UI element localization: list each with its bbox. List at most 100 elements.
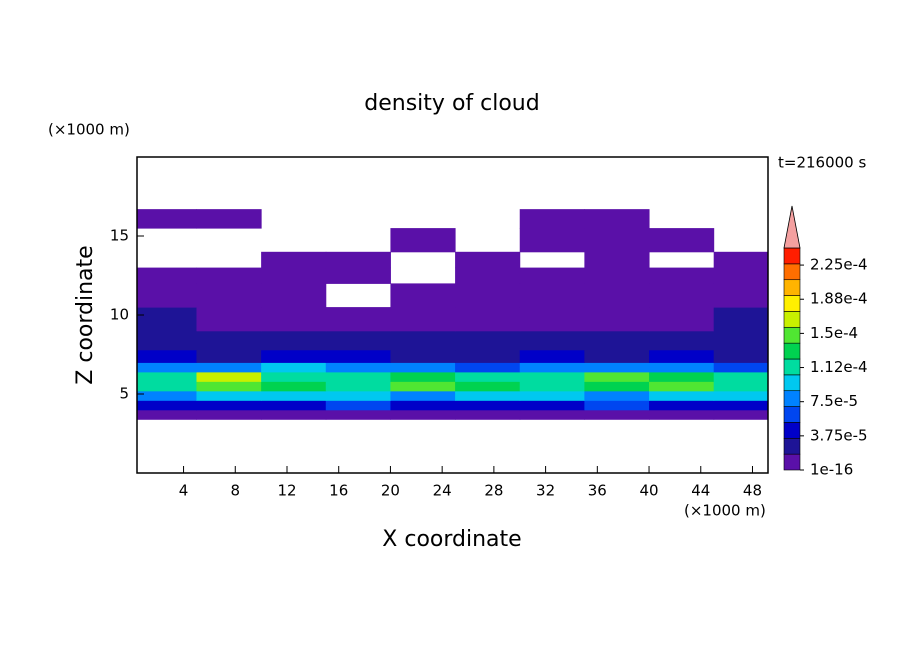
field-cell: [137, 307, 197, 332]
field-cell: [713, 381, 769, 392]
x-tick-label: 32: [536, 482, 555, 500]
y-tick-label: 5: [119, 385, 129, 403]
field-cell: [325, 400, 391, 411]
field-cell: [261, 371, 327, 382]
field-cell: [390, 330, 456, 351]
field-cell: [713, 283, 769, 308]
field-cell: [519, 390, 585, 401]
field-cell: [455, 390, 521, 401]
x-tick-label: 4: [179, 482, 189, 500]
field-cell: [519, 283, 585, 308]
field-cell: [137, 349, 197, 363]
colorbar-segment: [783, 342, 801, 360]
field-cell: [584, 307, 650, 332]
colorbar-label: 1e-16: [810, 461, 853, 479]
field-cell: [519, 267, 585, 284]
x-unit: (×1000 m): [684, 502, 766, 520]
field-cell: [649, 349, 715, 363]
colorbar-segment: [783, 453, 801, 471]
x-tick-label: 24: [433, 482, 452, 500]
field-cell: [196, 267, 262, 284]
field-cell: [584, 283, 650, 308]
field-cell: [196, 349, 262, 363]
field-cell: [261, 283, 327, 308]
field-cell: [137, 409, 197, 420]
field-cell: [455, 371, 521, 382]
field-cell: [390, 390, 456, 401]
field-cell: [713, 330, 769, 351]
field-cell: [325, 409, 391, 420]
field-cell: [649, 400, 715, 411]
field-cell: [325, 362, 391, 373]
colorbar-segment: [783, 247, 801, 265]
colorbar-label: 3.75e-5: [810, 426, 868, 444]
field-cell: [137, 390, 197, 401]
field-cell: [196, 381, 262, 392]
field-cell: [455, 251, 521, 269]
field-cell: [325, 349, 391, 363]
field-cell: [455, 362, 521, 373]
field-cell: [196, 390, 262, 401]
y-tick-label: 10: [110, 306, 129, 324]
field-cell: [261, 400, 327, 411]
field-cell: [196, 283, 262, 308]
field-cell: [261, 330, 327, 351]
field-cell: [713, 371, 769, 382]
field-cell: [455, 267, 521, 284]
y-unit: (×1000 m): [48, 121, 130, 139]
colorbar-label: 1.88e-4: [810, 290, 868, 308]
field-cell: [261, 307, 327, 332]
colorbar-segment: [783, 279, 801, 296]
chart-title: density of cloud: [364, 91, 539, 116]
field-cell: [390, 409, 456, 420]
field-cell: [137, 400, 197, 411]
field-cell: [390, 228, 456, 253]
field-cell: [584, 371, 650, 382]
x-axis-label: X coordinate: [382, 527, 521, 552]
field-cell: [584, 251, 650, 269]
field-cell: [519, 209, 585, 229]
field-cell: [713, 400, 769, 411]
field-cell: [137, 381, 197, 392]
field-cell: [649, 307, 715, 332]
field-cell: [649, 381, 715, 392]
field-cell: [325, 371, 391, 382]
field-cell: [713, 349, 769, 363]
field-cell: [713, 267, 769, 284]
field-cell: [649, 267, 715, 284]
field-cell: [584, 362, 650, 373]
field-cell: [455, 307, 521, 332]
field-cell: [261, 362, 327, 373]
field-cell: [137, 283, 197, 308]
x-tick-label: 44: [691, 482, 710, 500]
colorbar-label: 7.5e-5: [810, 392, 858, 410]
field-cell: [584, 349, 650, 363]
field-cell: [584, 400, 650, 411]
field-cell: [519, 400, 585, 411]
field-cell: [455, 400, 521, 411]
field-cell: [325, 330, 391, 351]
field-cell: [713, 307, 769, 332]
field-cell: [455, 283, 521, 308]
field-cell: [649, 390, 715, 401]
field-cell: [713, 390, 769, 401]
colorbar-label: 2.25e-4: [810, 256, 868, 274]
y-tick-label: 15: [110, 227, 129, 245]
field-cell: [390, 349, 456, 363]
field-cell: [519, 228, 585, 253]
x-tick-label: 20: [381, 482, 400, 500]
colorbar-segment: [783, 437, 801, 455]
field-cell: [261, 267, 327, 284]
field-cell: [390, 371, 456, 382]
field-cell: [713, 251, 769, 269]
field-cell: [325, 307, 391, 332]
colorbar-segment: [783, 263, 801, 281]
field-cell: [390, 400, 456, 411]
x-tick-label: 16: [329, 482, 348, 500]
field-cell: [261, 381, 327, 392]
field-cell: [390, 381, 456, 392]
field-cell: [196, 400, 262, 411]
x-tick-label: 48: [743, 482, 762, 500]
field-cell: [196, 409, 262, 420]
field-cell: [261, 251, 327, 269]
